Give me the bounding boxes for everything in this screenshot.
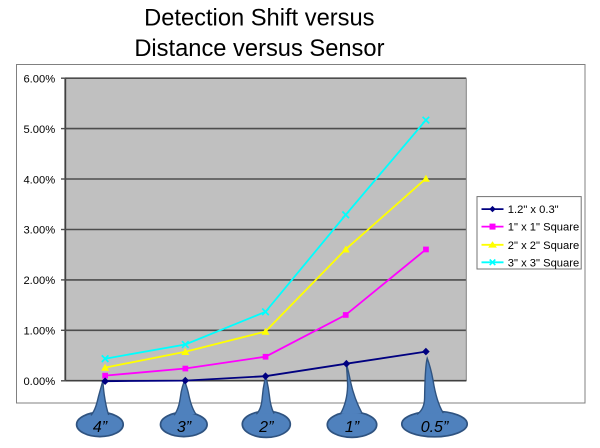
svg-text:Distance versus Sensor: Distance versus Sensor <box>134 36 384 62</box>
svg-text:3”: 3” <box>177 419 192 436</box>
svg-text:3" x 3" Square: 3" x 3" Square <box>508 257 579 269</box>
svg-text:2" x 2" Square: 2" x 2" Square <box>508 240 579 252</box>
svg-text:4”: 4” <box>93 419 108 436</box>
svg-text:0.5”: 0.5” <box>421 419 449 436</box>
svg-text:2.00%: 2.00% <box>23 275 55 287</box>
svg-text:Detection Shift versus: Detection Shift versus <box>144 6 374 32</box>
svg-text:0.00%: 0.00% <box>23 376 55 388</box>
svg-text:1”: 1” <box>345 419 360 436</box>
svg-text:4.00%: 4.00% <box>23 174 55 186</box>
svg-text:2”: 2” <box>258 419 274 436</box>
svg-text:1" x 1" Square: 1" x 1" Square <box>508 222 579 234</box>
svg-text:6.00%: 6.00% <box>23 74 55 86</box>
svg-text:1.2" x 0.3": 1.2" x 0.3" <box>508 204 559 216</box>
svg-text:5.00%: 5.00% <box>23 124 55 136</box>
svg-text:1.00%: 1.00% <box>23 326 55 338</box>
svg-text:3.00%: 3.00% <box>23 225 55 237</box>
